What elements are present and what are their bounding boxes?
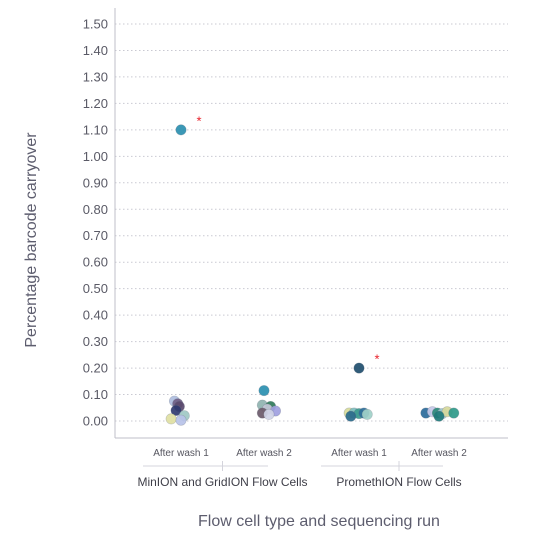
y-axis-title: Percentage barcode carryover — [23, 132, 40, 348]
x-category-label: After wash 2 — [236, 448, 292, 459]
y-tick-label: 0.30 — [83, 334, 108, 349]
x-category-labels: After wash 1 After wash 2 After wash 1 Afte… — [153, 448, 467, 459]
y-tick-label: 0.20 — [83, 361, 108, 376]
y-tick-label: 1.50 — [83, 17, 108, 32]
data-points — [165, 124, 460, 426]
data-point — [170, 404, 182, 416]
y-tick-label: 0.70 — [83, 228, 108, 243]
y-tick-label: 1.40 — [83, 43, 108, 58]
data-point — [175, 124, 187, 136]
data-point — [258, 385, 270, 397]
significance-markers: ** — [196, 113, 379, 366]
significance-asterisk: * — [374, 351, 379, 366]
x-group-label: PromethION Flow Cells — [336, 475, 461, 489]
data-point — [433, 410, 445, 422]
y-tick-label: 1.00 — [83, 149, 108, 164]
x-axis-title: Flow cell type and sequencing run — [198, 513, 440, 530]
x-category-label: After wash 1 — [153, 448, 209, 459]
data-point — [165, 413, 177, 425]
data-point — [448, 407, 460, 419]
y-tick-label: 0.10 — [83, 387, 108, 402]
y-tick-label: 0.60 — [83, 255, 108, 270]
y-tick-label: 0.80 — [83, 202, 108, 217]
x-group-label: MinION and GridION Flow Cells — [137, 475, 307, 489]
y-tick-label: 0.40 — [83, 308, 108, 323]
data-point — [353, 362, 365, 374]
y-tick-label: 0.00 — [83, 414, 108, 429]
x-group-labels: MinION and GridION Flow Cells PromethION … — [137, 461, 462, 489]
x-category-label: After wash 1 — [331, 448, 387, 459]
significance-asterisk: * — [196, 113, 201, 128]
data-point — [361, 408, 373, 420]
data-point — [345, 410, 357, 422]
y-tick-labels: 1.50 1.40 1.30 1.20 1.10 1.00 0.90 0.80 0.70 0.60… — [83, 17, 108, 429]
y-tick-label: 1.20 — [83, 96, 108, 111]
y-tick-label: 1.30 — [83, 69, 108, 84]
gridlines — [115, 23, 508, 422]
data-point — [263, 408, 275, 420]
y-tick-label: 1.10 — [83, 122, 108, 137]
y-tick-label: 0.50 — [83, 281, 108, 296]
axes — [114, 8, 508, 439]
data-point — [175, 414, 187, 426]
x-category-label: After wash 2 — [411, 448, 467, 459]
y-tick-label: 0.90 — [83, 175, 108, 190]
